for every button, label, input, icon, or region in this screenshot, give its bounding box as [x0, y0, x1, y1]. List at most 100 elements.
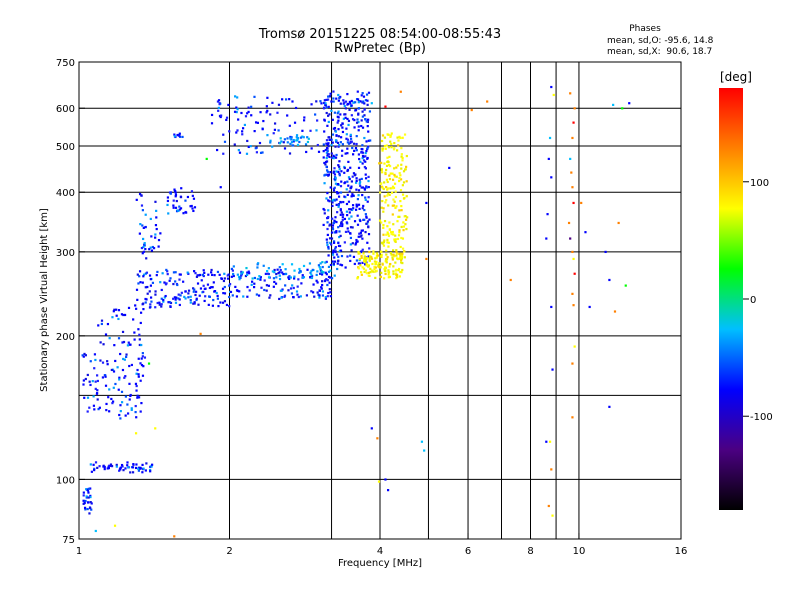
scatter-point: [314, 113, 317, 116]
scatter-point: [139, 362, 142, 365]
y-tick-label: 750: [56, 58, 75, 69]
scatter-point: [401, 159, 404, 162]
scatter-point: [392, 270, 395, 273]
scatter-point: [178, 278, 181, 281]
scatter-point: [299, 269, 302, 273]
scatter-point: [100, 322, 103, 326]
scatter-point: [355, 205, 358, 208]
scatter-point: [346, 138, 350, 141]
scatter-point: [265, 105, 268, 108]
scatter-point: [151, 463, 154, 466]
scatter-point: [331, 204, 334, 208]
scatter-point: [82, 379, 85, 382]
scatter-point: [382, 210, 385, 213]
scatter-point: [401, 252, 404, 255]
scatter-point: [380, 221, 383, 224]
scatter-point: [327, 120, 330, 124]
scatter-point: [389, 135, 392, 138]
scatter-point: [277, 129, 280, 132]
scatter-point: [140, 357, 143, 360]
scatter-point: [301, 276, 304, 279]
scatter-point: [387, 269, 390, 272]
scatter-point: [130, 408, 133, 411]
scatter-point: [327, 144, 330, 148]
scatter-point: [327, 209, 330, 212]
scatter-point: [340, 154, 344, 157]
scatter-point: [341, 122, 344, 125]
scatter-point: [129, 343, 132, 346]
scatter-point: [336, 262, 339, 265]
scatter-point: [87, 496, 90, 499]
scatter-point: [330, 243, 333, 246]
scatter-point: [356, 214, 359, 217]
scatter-point: [392, 186, 396, 190]
scatter-point: [307, 137, 310, 140]
scatter-point: [357, 194, 360, 197]
scatter-point: [232, 272, 235, 276]
scatter-point: [293, 275, 296, 278]
scatter-point: [237, 118, 240, 121]
scatter-point: [207, 273, 210, 276]
scatter-point: [366, 118, 370, 121]
scatter-point: [316, 143, 319, 147]
scatter-point: [324, 102, 327, 105]
scatter-point: [339, 263, 342, 266]
scatter-point: [151, 245, 154, 249]
scatter-point: [381, 242, 384, 245]
scatter-point: [346, 147, 349, 150]
phase-header-line-o: mean, sd,O: -95.6, 14.8: [607, 36, 714, 46]
scatter-point: [83, 352, 86, 356]
scatter-point: [344, 107, 347, 110]
scatter-point: [351, 242, 354, 245]
scatter-point: [216, 297, 220, 300]
scatter-point: [316, 119, 319, 122]
scatter-point: [137, 469, 140, 472]
scatter-point: [119, 352, 122, 356]
scatter-point: [345, 221, 348, 224]
scatter-point: [364, 198, 367, 202]
y-tick-label: 300: [56, 248, 75, 259]
scatter-point: [608, 278, 611, 282]
scatter-point: [374, 266, 377, 269]
scatter-point: [136, 394, 139, 397]
scatter-point: [236, 108, 239, 111]
scatter-point: [323, 130, 326, 133]
scatter-point: [140, 343, 143, 347]
scatter-point: [186, 195, 190, 199]
scatter-point: [94, 529, 97, 533]
scatter-point: [284, 272, 288, 276]
scatter-point: [368, 257, 371, 260]
scatter-point: [448, 166, 451, 170]
scatter-point: [313, 295, 316, 298]
scatter-point: [192, 209, 195, 213]
scatter-point: [269, 113, 272, 116]
scatter-point: [355, 259, 358, 262]
scatter-point: [234, 285, 237, 288]
scatter-point: [105, 402, 108, 406]
scatter-point: [382, 224, 385, 227]
scatter-point: [357, 125, 360, 128]
scatter-point: [386, 225, 389, 228]
scatter-point: [88, 406, 91, 409]
scatter-point: [339, 141, 342, 144]
scatter-point: [330, 109, 333, 112]
scatter-point: [306, 136, 309, 139]
scatter-point: [213, 274, 216, 277]
scatter-point: [362, 159, 366, 162]
scatter-point: [144, 213, 147, 216]
scatter-point: [361, 151, 364, 154]
scatter-point: [348, 100, 351, 104]
scatter-point: [136, 298, 139, 301]
scatter-point: [352, 194, 355, 197]
scatter-point: [332, 221, 336, 224]
scatter-point: [390, 232, 393, 236]
scatter-point: [254, 121, 258, 124]
scatter-point: [486, 100, 489, 103]
scatter-point: [154, 224, 158, 227]
scatter-point: [335, 170, 338, 173]
scatter-point: [152, 247, 156, 250]
scatter-point: [196, 274, 199, 277]
scatter-point: [363, 136, 366, 140]
scatter-point: [326, 154, 329, 157]
scatter-point: [401, 237, 405, 240]
